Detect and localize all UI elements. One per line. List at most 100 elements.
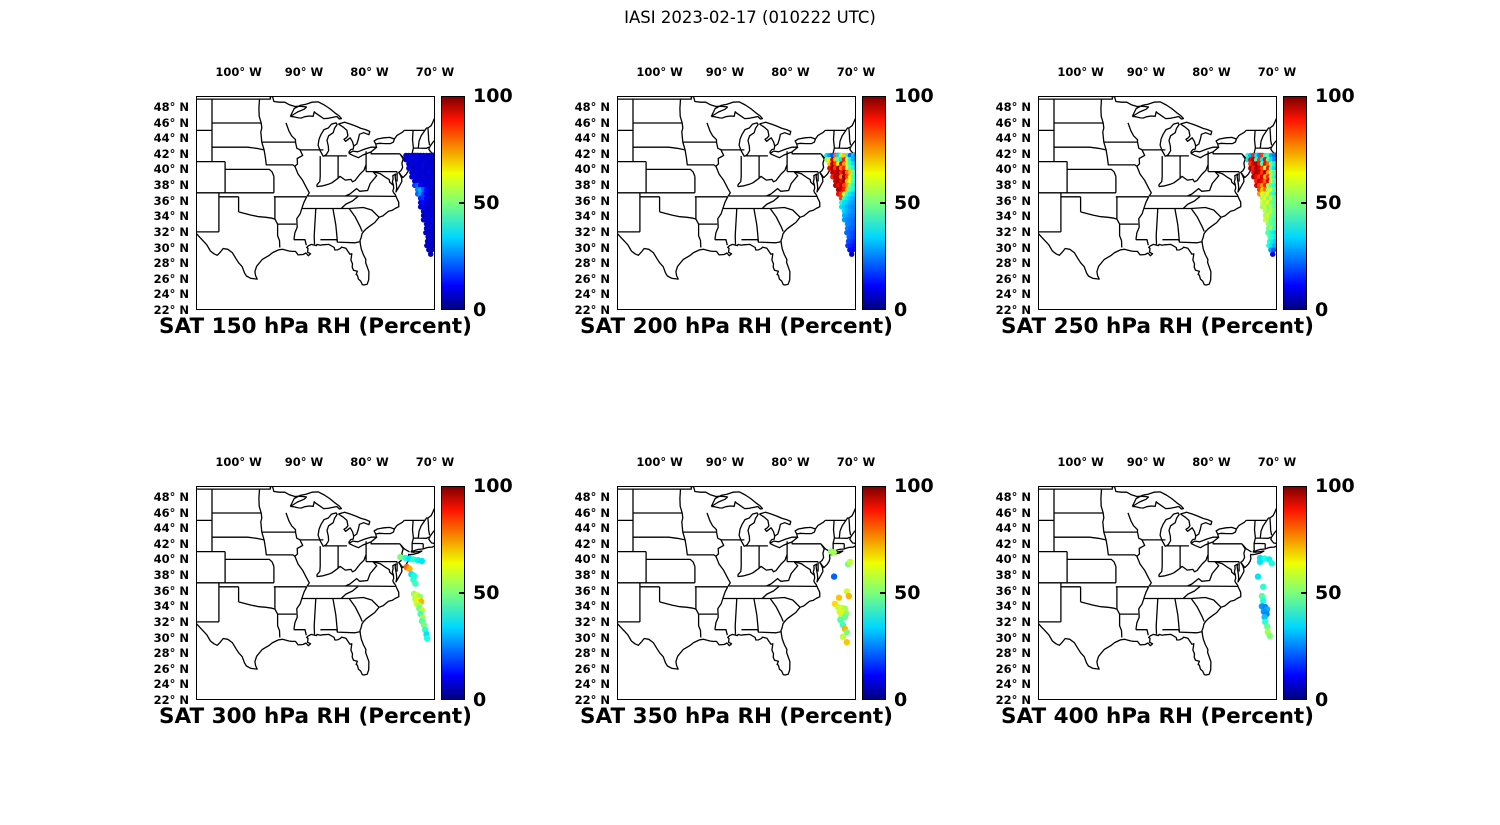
lat-tick-label: 42° N — [574, 536, 610, 551]
lat-tick-label: 22° N — [995, 693, 1031, 707]
panel-150hpa: 100° W 90° W 80° W 70° W 48° N 46° N 44° N 42° … — [154, 65, 513, 339]
lat-tick-label: 24° N — [153, 287, 189, 302]
colorbar-tick — [1301, 202, 1306, 204]
lat-tick-label: 48° N — [995, 489, 1031, 504]
obs-dot — [397, 553, 404, 561]
lat-tick-label: 24° N — [574, 287, 610, 302]
lat-tick-label: 46° N — [574, 115, 610, 130]
lat-tick-label: 34° N — [574, 209, 610, 224]
lat-tick-label: 22° N — [574, 303, 610, 317]
panel-250hpa: 100° W 90° W 80° W 70° W 48° N 46° N 44° N 42° … — [996, 65, 1355, 339]
lat-tick-label: 40° N — [574, 552, 610, 567]
lon-tick-label: 80° W — [771, 455, 810, 469]
lat-tick-label: 32° N — [574, 614, 610, 629]
obs-dot — [1260, 583, 1267, 590]
lat-tick-label: 34° N — [153, 599, 189, 614]
lon-tick-label: 100° W — [1057, 65, 1104, 79]
lat-tick-label: 36° N — [995, 193, 1031, 208]
lat-tick-label: 48° N — [574, 99, 610, 114]
lat-tick-label: 38° N — [995, 568, 1031, 583]
colorbar-tick — [459, 202, 464, 204]
observation-dots — [824, 152, 856, 257]
lat-tick-label: 26° N — [153, 271, 189, 286]
lat-tick-label: 24° N — [153, 677, 189, 692]
colorbar-tick-label: 0 — [473, 689, 487, 711]
axes-frame — [1038, 96, 1277, 310]
lat-tick-label: 40° N — [153, 552, 189, 567]
obs-dot — [839, 633, 847, 640]
obs-dot — [1270, 251, 1276, 257]
lat-tick-label: 48° N — [574, 489, 610, 504]
lon-tick-label: 100° W — [1057, 455, 1104, 469]
panel-350hpa: 100° W 90° W 80° W 70° W 48° N 46° N 44° N 42° … — [575, 455, 934, 729]
lat-tick-label: 22° N — [995, 303, 1031, 317]
obs-dot — [1260, 597, 1267, 604]
lat-tick-label: 30° N — [153, 240, 189, 255]
colorbar-tick-label: 50 — [894, 192, 921, 214]
lat-tick-label: 28° N — [574, 646, 610, 661]
us-state-outlines — [1038, 96, 1277, 286]
lat-tick-label: 40° N — [995, 552, 1031, 567]
colorbar-tick — [880, 202, 885, 204]
obs-dot — [1271, 247, 1277, 253]
lat-tick-label: 32° N — [574, 224, 610, 239]
lon-tick-label: 90° W — [284, 65, 324, 79]
lat-tick-label: 46° N — [995, 115, 1031, 130]
observation-dots — [827, 548, 854, 646]
lon-tick-label: 80° W — [771, 65, 810, 79]
lat-tick-label: 44° N — [574, 521, 610, 536]
lon-tick-label: 100° W — [636, 65, 683, 79]
lat-tick-label: 44° N — [995, 521, 1031, 536]
lon-tick-label: 70° W — [1257, 455, 1297, 469]
obs-dot — [1272, 242, 1277, 249]
lat-tick-label: 40° N — [153, 162, 189, 177]
lat-tick-label: 44° N — [153, 131, 189, 146]
obs-dot — [849, 251, 855, 257]
lat-tick-label: 30° N — [995, 630, 1031, 645]
obs-dot — [837, 616, 844, 624]
obs-dot — [1272, 238, 1277, 244]
lat-tick-label: 36° N — [574, 193, 610, 208]
lat-tick-label: 42° N — [574, 146, 610, 161]
obs-dot — [406, 565, 413, 572]
lat-tick-label: 28° N — [153, 256, 189, 271]
panel-400hpa: 100° W 90° W 80° W 70° W 48° N 46° N 44° N 42° … — [996, 455, 1355, 729]
panel-200hpa: 100° W 90° W 80° W 70° W 48° N 46° N 44° N 42° … — [575, 65, 934, 339]
lat-tick-label: 26° N — [153, 661, 189, 676]
lat-tick-label: 48° N — [995, 99, 1031, 114]
lat-tick-label: 22° N — [153, 693, 189, 707]
lon-tick-label: 90° W — [1126, 455, 1166, 469]
lat-tick-label: 28° N — [995, 646, 1031, 661]
lat-tick-label: 36° N — [153, 583, 189, 598]
colorbar-tick-label: 50 — [1315, 582, 1342, 604]
colorbar-tick-label: 100 — [894, 85, 934, 107]
lat-tick-label: 38° N — [574, 178, 610, 193]
lat-tick-label: 36° N — [995, 583, 1031, 598]
lon-tick-label: 80° W — [1192, 455, 1231, 469]
map-350hpa — [617, 486, 856, 700]
observation-dots — [1254, 554, 1275, 640]
map-150hpa — [196, 96, 435, 310]
axes-frame — [196, 96, 435, 310]
obs-dot — [412, 580, 419, 587]
panel-title-300hpa: SAT 300 hPa RH (Percent) — [159, 704, 472, 729]
axes-frame — [617, 486, 856, 700]
lat-tick-label: 34° N — [153, 209, 189, 224]
lon-tick-label: 80° W — [350, 65, 389, 79]
lon-tick-label: 90° W — [1126, 65, 1166, 79]
colorbar-tick — [880, 592, 885, 594]
colorbar-tick-label: 0 — [894, 299, 908, 321]
map-250hpa — [1038, 96, 1277, 310]
lon-tick-label: 100° W — [215, 455, 262, 469]
panel-title-400hpa: SAT 400 hPa RH (Percent) — [1001, 704, 1314, 729]
lat-tick-label: 36° N — [153, 193, 189, 208]
lon-tick-label: 70° W — [836, 455, 876, 469]
obs-dot — [428, 251, 434, 257]
colorbar-tick-label: 0 — [1315, 299, 1329, 321]
lat-tick-label: 46° N — [574, 505, 610, 520]
colorbar-tick-label: 100 — [894, 475, 934, 497]
lat-tick-label: 46° N — [153, 115, 189, 130]
obs-dot — [830, 573, 838, 580]
colorbar-tick-label: 50 — [473, 582, 500, 604]
